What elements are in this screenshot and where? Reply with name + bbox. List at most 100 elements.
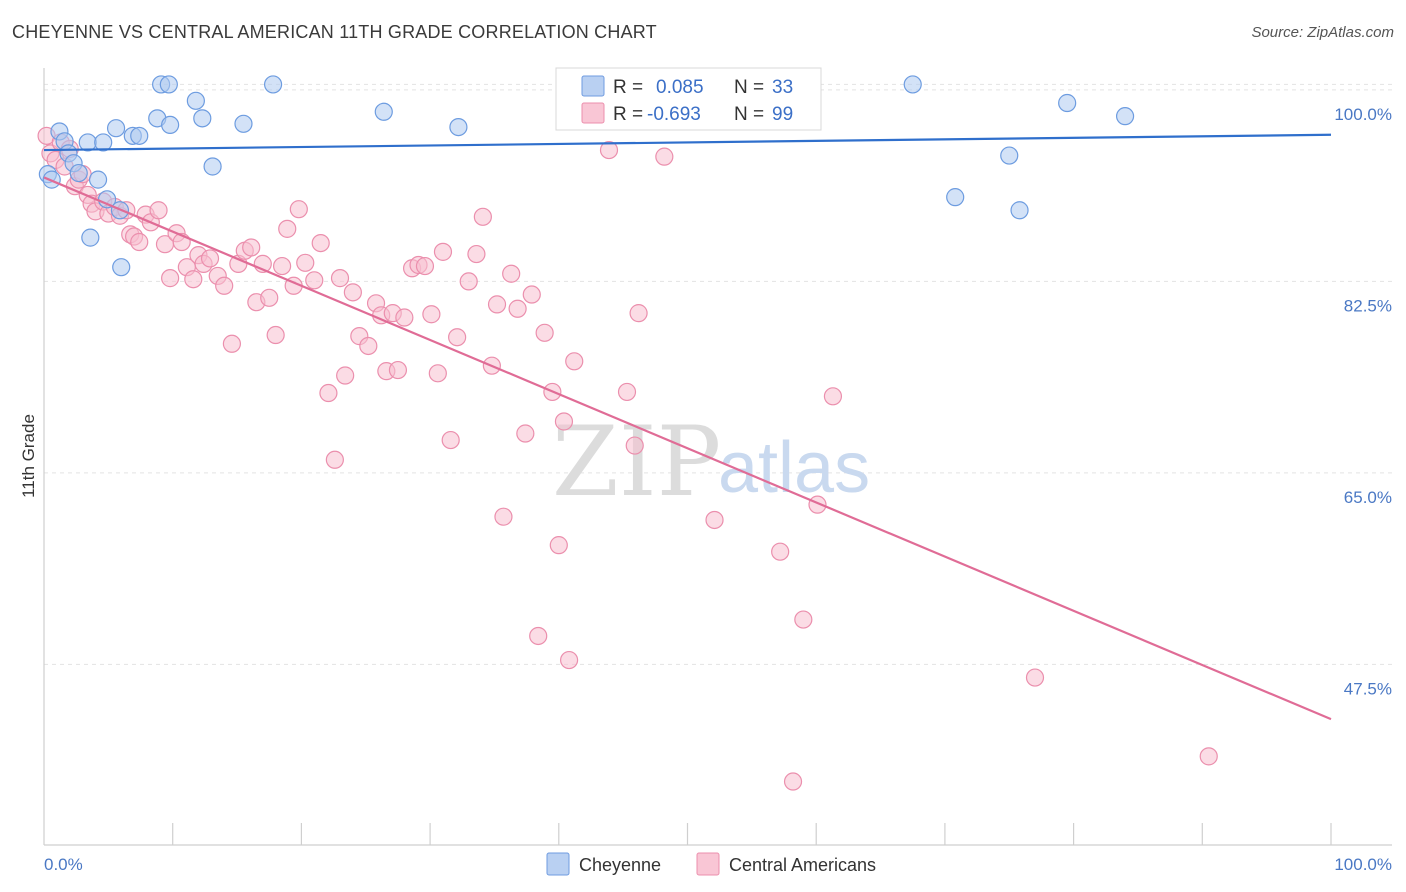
central-americans-point	[502, 264, 521, 283]
x-tick-label-max: 100.0%	[1334, 855, 1392, 874]
correlation-legend: R = 0.085 N = 33 R = -0.693 N = 99	[555, 67, 822, 131]
legend-n-value-cheyenne: 33	[772, 77, 793, 98]
central-americans-point	[783, 772, 803, 791]
central-americans-point	[508, 299, 527, 318]
x-tick-label-min: 0.0%	[44, 855, 83, 874]
central-americans-point	[625, 436, 644, 455]
central-americans-point	[705, 510, 724, 530]
bottom-legend-swatch-central-americans	[696, 852, 720, 876]
cheyenne-point	[1115, 107, 1135, 126]
legend-r-value-cheyenne: 0.085	[656, 77, 704, 98]
cheyenne-point	[1000, 146, 1019, 165]
central-americans-trend-line	[43, 176, 1332, 721]
central-americans-point	[184, 270, 203, 289]
central-americans-point	[130, 232, 149, 252]
central-americans-point	[655, 147, 674, 166]
y-tick-label: 100.0%	[1334, 105, 1392, 124]
cheyenne-point	[234, 114, 253, 133]
y-tick-label: 82.5%	[1344, 296, 1392, 315]
cheyenne-point	[130, 126, 149, 145]
cheyenne-point	[112, 258, 131, 277]
legend-n-label-central-americans: N =	[734, 104, 764, 125]
bottom-legend-label-central-americans: Central Americans	[729, 855, 876, 875]
central-americans-point	[200, 249, 220, 268]
central-americans-point	[260, 288, 279, 307]
cheyenne-point	[374, 102, 393, 121]
cheyenne-point	[78, 133, 97, 152]
legend-n-value-central-americans: 99	[772, 104, 793, 125]
central-americans-point	[289, 200, 308, 219]
central-americans-point	[522, 285, 541, 304]
cheyenne-point	[81, 228, 100, 247]
watermark-zip: ZIP	[552, 406, 721, 518]
central-americans-point	[325, 450, 344, 469]
bottom-legend-label-cheyenne: Cheyenne	[579, 855, 661, 875]
central-americans-point	[305, 271, 324, 290]
central-americans-point	[494, 507, 513, 526]
central-americans-point	[428, 364, 447, 383]
central-americans-point	[516, 424, 535, 443]
central-americans-point	[388, 360, 408, 380]
central-americans-point	[771, 542, 790, 561]
central-americans-point	[359, 336, 378, 356]
central-americans-point	[215, 276, 234, 295]
central-americans-point	[823, 387, 843, 406]
central-americans-point	[278, 219, 297, 238]
cheyenne-point	[69, 163, 88, 183]
x-ticks	[172, 823, 1332, 845]
central-americans-point	[441, 430, 460, 450]
cheyenne-point	[186, 91, 205, 110]
cheyenne-point	[263, 75, 283, 94]
cheyenne-point	[449, 117, 468, 137]
central-americans-point	[296, 253, 315, 272]
central-americans-point	[629, 304, 648, 323]
central-americans-point	[559, 650, 579, 670]
central-americans-point	[565, 352, 584, 371]
central-americans-point	[319, 383, 338, 403]
cheyenne-point	[94, 133, 113, 152]
central-americans-point	[336, 366, 355, 385]
bottom-legend: Cheyenne Central Americans	[546, 852, 876, 876]
central-americans-point	[222, 334, 242, 353]
cheyenne-point	[1010, 201, 1029, 220]
central-americans-point	[473, 207, 492, 226]
source-label: Source: ZipAtlas.com	[1251, 24, 1394, 41]
central-americans-point	[395, 308, 414, 327]
cheyenne-point	[203, 157, 222, 176]
y-tick-labels: 100.0% 82.5% 65.0% 47.5%	[1334, 105, 1392, 699]
central-americans-point	[529, 626, 548, 646]
central-americans-point	[1025, 668, 1045, 687]
legend-n-label-cheyenne: N =	[734, 77, 764, 98]
legend-r-label-central-americans: R =	[613, 104, 643, 125]
central-americans-point	[343, 283, 362, 302]
legend-r-label-cheyenne: R =	[613, 77, 643, 98]
cheyenne-point	[946, 188, 965, 207]
cheyenne-point	[903, 75, 922, 94]
axes	[43, 68, 1392, 846]
grid-lines	[44, 83, 1392, 665]
central-americans-point	[422, 305, 441, 324]
y-axis-label: 11th Grade	[19, 414, 38, 498]
bottom-legend-swatch-cheyenne	[546, 852, 570, 876]
y-tick-label: 47.5%	[1344, 679, 1392, 698]
cheyenne-point	[193, 109, 212, 128]
central-americans-point	[266, 325, 285, 345]
central-americans-point	[1199, 747, 1218, 766]
central-americans-point	[599, 140, 619, 160]
central-americans-point	[459, 272, 478, 291]
central-americans-point	[272, 256, 292, 276]
central-americans-point	[549, 536, 568, 555]
central-americans-point	[467, 244, 486, 264]
legend-swatch-central-americans	[581, 102, 605, 124]
central-americans-point	[242, 238, 261, 257]
central-americans-point	[415, 256, 435, 276]
chart-title: CHEYENNE VS CENTRAL AMERICAN 11TH GRADE …	[12, 22, 657, 42]
central-americans-point	[161, 269, 180, 288]
central-americans-point	[535, 323, 554, 342]
trend-lines	[43, 133, 1332, 721]
central-americans-point	[794, 610, 813, 629]
cheyenne-point	[161, 115, 180, 135]
watermark-atlas: atlas	[718, 428, 870, 508]
central-americans-point	[149, 201, 168, 220]
